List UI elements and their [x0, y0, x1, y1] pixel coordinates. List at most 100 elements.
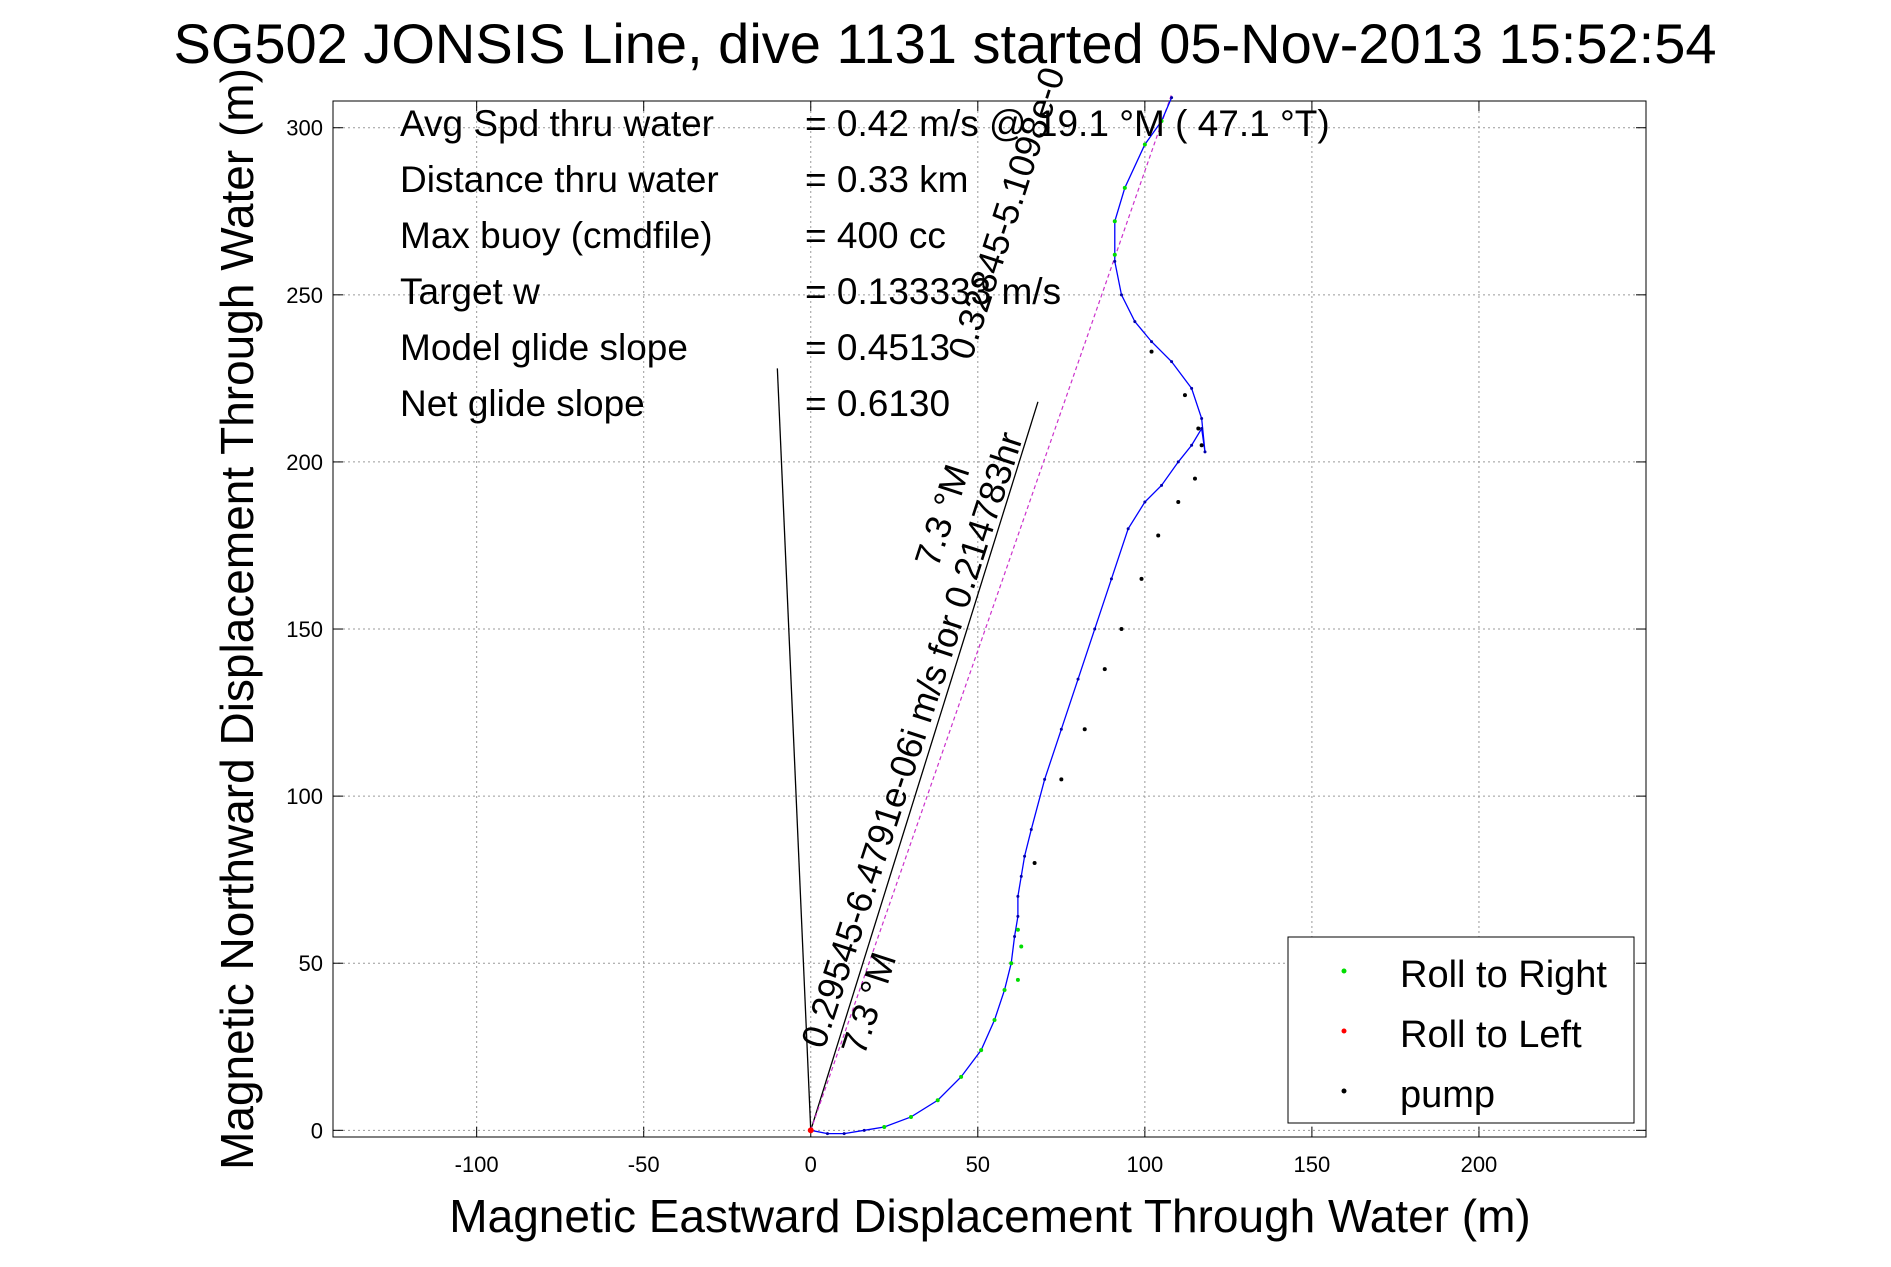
track-point	[1109, 577, 1113, 581]
stat-label: Distance thru water	[400, 159, 719, 200]
y-tick-label: 50	[299, 951, 323, 976]
stat-label: Net glide slope	[400, 383, 645, 424]
marker-point	[1199, 443, 1204, 448]
x-tick-label: -50	[628, 1152, 660, 1177]
stat-label: Max buoy (cmdfile)	[400, 215, 713, 256]
marker-point	[1192, 476, 1197, 481]
stat-value: = 400 cc	[805, 215, 946, 256]
x-tick-label: 50	[966, 1152, 990, 1177]
x-tick-label: 200	[1461, 1152, 1498, 1177]
track-point	[1170, 96, 1174, 100]
y-tick-label: 150	[286, 617, 323, 642]
x-axis-label: Magnetic Eastward Displacement Through W…	[449, 1190, 1530, 1242]
legend-marker	[1341, 968, 1347, 974]
marker-point	[959, 1074, 964, 1079]
x-tick-label: 150	[1294, 1152, 1331, 1177]
marker-point	[979, 1048, 984, 1053]
marker-point	[1119, 627, 1124, 632]
track-point	[1133, 320, 1137, 324]
track-point	[842, 1132, 846, 1136]
marker-point	[1009, 961, 1014, 966]
track-point	[1016, 894, 1020, 898]
track-point	[1160, 483, 1164, 487]
marker-point	[1142, 142, 1147, 147]
track-point	[1150, 340, 1154, 344]
track-point	[1170, 360, 1174, 364]
y-tick-label: 250	[286, 283, 323, 308]
track-point	[1126, 527, 1130, 531]
track-point	[1200, 416, 1204, 420]
stat-label: Avg Spd thru water	[400, 103, 714, 144]
track-point	[825, 1132, 829, 1136]
marker-point	[1019, 944, 1024, 949]
y-axis-label: Magnetic Northward Displacement Through …	[211, 68, 263, 1170]
marker-point	[908, 1114, 913, 1119]
stat-label: Model glide slope	[400, 327, 688, 368]
x-tick-label: -100	[455, 1152, 499, 1177]
marker-point	[1059, 777, 1064, 782]
legend-label: Roll to Left	[1400, 1014, 1582, 1056]
chart-title: SG502 JONSIS Line, dive 1131 started 05-…	[173, 12, 1716, 75]
marker-point	[1156, 533, 1161, 538]
marker-point	[1159, 119, 1164, 124]
marker-point	[1032, 860, 1037, 865]
marker-point	[882, 1124, 887, 1129]
marker-point	[1176, 500, 1181, 505]
reference-line	[810, 401, 1039, 1131]
legend-marker	[1341, 1088, 1347, 1094]
marker-point	[1112, 219, 1117, 224]
reference-line	[810, 94, 1173, 1131]
y-tick-label: 100	[286, 784, 323, 809]
track-point	[1023, 854, 1027, 858]
stat-value: = 0.6130	[805, 383, 950, 424]
track-point	[1176, 460, 1180, 464]
marker-point	[1112, 252, 1117, 257]
track-point	[1190, 386, 1194, 390]
plot-frame	[332, 100, 1647, 1138]
stat-value: = 0.33 km	[805, 159, 969, 200]
reference-line	[776, 368, 812, 1131]
marker-point	[1139, 576, 1144, 581]
marker-point	[807, 1127, 814, 1134]
marker-point	[1182, 393, 1187, 398]
stat-value: = 0.133333 m/s	[805, 271, 1061, 312]
marker-point	[1015, 927, 1020, 932]
marker-point	[1102, 667, 1107, 672]
track-line	[810, 97, 1206, 1135]
track-point	[1113, 259, 1117, 263]
marker-point	[992, 1018, 997, 1023]
track-point	[1200, 427, 1204, 431]
track-point	[1093, 627, 1097, 631]
x-tick-label: 100	[1126, 1152, 1163, 1177]
track-point	[1190, 443, 1194, 447]
y-tick-label: 0	[311, 1118, 323, 1143]
track-point	[1013, 934, 1017, 938]
stat-value: = 0.42 m/s @ 19.1 °M ( 47.1 °T)	[805, 103, 1330, 144]
marker-point	[1149, 349, 1154, 354]
marker-point	[1015, 977, 1020, 982]
track-point	[1143, 500, 1147, 504]
legend-label: Roll to Right	[1400, 954, 1607, 996]
track-point	[1043, 777, 1047, 781]
y-tick-label: 300	[286, 116, 323, 141]
y-tick-label: 200	[286, 450, 323, 475]
marker-point	[1082, 727, 1087, 732]
marker-point	[1196, 426, 1201, 431]
legend-label: pump	[1400, 1074, 1495, 1116]
track-point	[1119, 293, 1123, 297]
marker-point	[935, 1098, 940, 1103]
track-point	[1016, 914, 1020, 918]
marker-point	[1002, 987, 1007, 992]
track-point	[1019, 874, 1023, 878]
track-point	[1203, 450, 1207, 454]
track-point	[1059, 727, 1063, 731]
stat-label: Target w	[400, 271, 540, 312]
track-point	[1029, 828, 1033, 832]
track-point	[862, 1128, 866, 1132]
track-point	[1076, 677, 1080, 681]
legend-marker	[1341, 1028, 1347, 1034]
stat-value: = 0.4513	[805, 327, 950, 368]
x-tick-label: 0	[805, 1152, 817, 1177]
